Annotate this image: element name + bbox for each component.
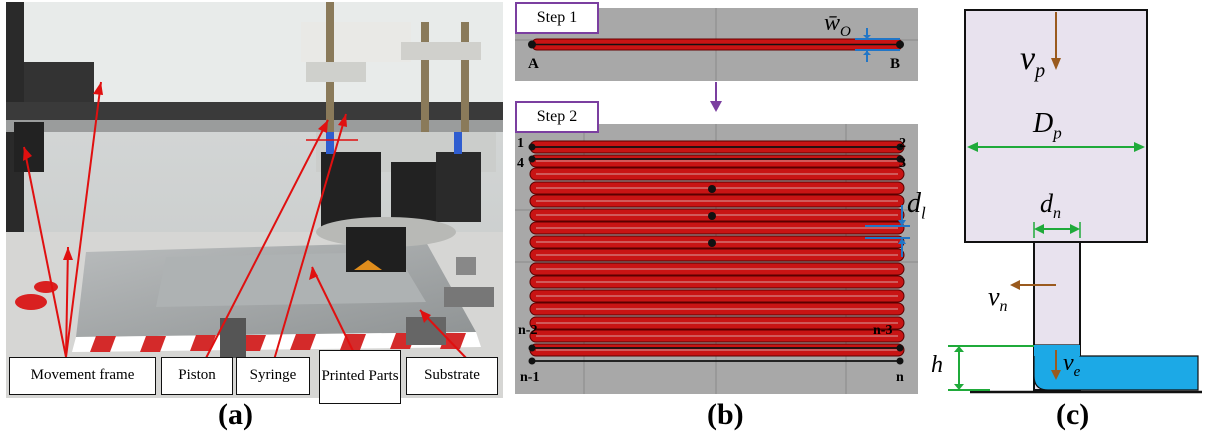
point-a-marker [528, 40, 536, 49]
index-3: 3 [899, 156, 906, 171]
step2-label: Step 2 [515, 101, 599, 133]
index-2: 2 [899, 136, 906, 151]
vn-label: vn [988, 282, 1008, 316]
ve-label: ve [1063, 350, 1080, 381]
arrow-frame-bottom [65, 246, 69, 358]
vn-label-sub: n [999, 298, 1008, 316]
toolpath-diagram [515, 8, 918, 394]
dn-label: dn [1040, 189, 1061, 223]
h-label: h [931, 352, 943, 378]
arrow-frame-left [23, 146, 67, 358]
label-syringe: Syringe [236, 357, 310, 395]
center-dot-1 [708, 185, 716, 193]
dp-label-main: D [1033, 108, 1054, 139]
spacing-symbol-main: d [907, 188, 921, 219]
dp-label: Dp [1033, 108, 1062, 144]
nozzle-diagram [948, 9, 1202, 394]
dp-label-sub: p [1053, 123, 1062, 143]
arrow-frame-top [65, 81, 102, 358]
path-endpoint [528, 344, 536, 352]
path-endpoint [896, 155, 904, 163]
index-n: n [896, 370, 904, 385]
width-symbol: w̄O [824, 10, 851, 41]
point-b-marker [896, 40, 904, 49]
index-n-1: n-1 [520, 370, 540, 385]
label-movement-frame: Movement frame [9, 357, 156, 395]
label-substrate: Substrate [406, 357, 498, 395]
center-dot-3 [708, 239, 716, 247]
vn-label-main: v [988, 282, 1000, 311]
deposited-filament [1033, 344, 1199, 391]
caption-a: (a) [218, 398, 253, 431]
path-endpoint [896, 143, 904, 151]
dn-label-sub: n [1053, 205, 1061, 223]
spacing-symbol: dl [907, 188, 926, 224]
index-n-2: n-2 [518, 323, 538, 338]
point-a-label: A [528, 56, 539, 72]
ve-label-sub: e [1073, 363, 1081, 380]
spacing-marker [865, 205, 910, 257]
annotation-arrows [23, 81, 469, 361]
vp-label-main: v [1020, 40, 1036, 77]
dn-label-main: d [1040, 189, 1053, 218]
printer-photo [6, 2, 503, 398]
path-endpoint [528, 143, 536, 151]
path-endpoint [896, 344, 904, 352]
h-marker [948, 345, 1034, 391]
vp-label: vp [1020, 40, 1045, 83]
point-b-label: B [890, 56, 901, 72]
index-1: 1 [517, 136, 524, 151]
path-endpoint [528, 357, 536, 365]
label-piston: Piston [161, 357, 233, 395]
label-printed-parts: Printed Parts [319, 350, 401, 404]
index-4: 4 [517, 156, 524, 171]
serpentine-tracks [528, 140, 905, 365]
width-symbol-main: w̄ [824, 10, 841, 36]
arrow-syringe [273, 113, 347, 361]
width-symbol-sub: O [840, 23, 851, 40]
path-endpoint [528, 155, 536, 163]
ve-label-main: v [1063, 350, 1074, 376]
index-n-3: n-3 [873, 323, 893, 338]
center-dot-2 [708, 212, 716, 220]
step1-label: Step 1 [515, 2, 599, 34]
path-endpoint [896, 357, 904, 365]
printer-photo-illustration [6, 2, 503, 398]
vp-label-sub: p [1035, 59, 1046, 82]
caption-b: (b) [707, 398, 744, 431]
arrow-printed-parts [311, 266, 357, 358]
caption-c: (c) [1056, 398, 1090, 431]
arrow-piston [204, 119, 329, 361]
spacing-symbol-sub: l [921, 203, 926, 223]
